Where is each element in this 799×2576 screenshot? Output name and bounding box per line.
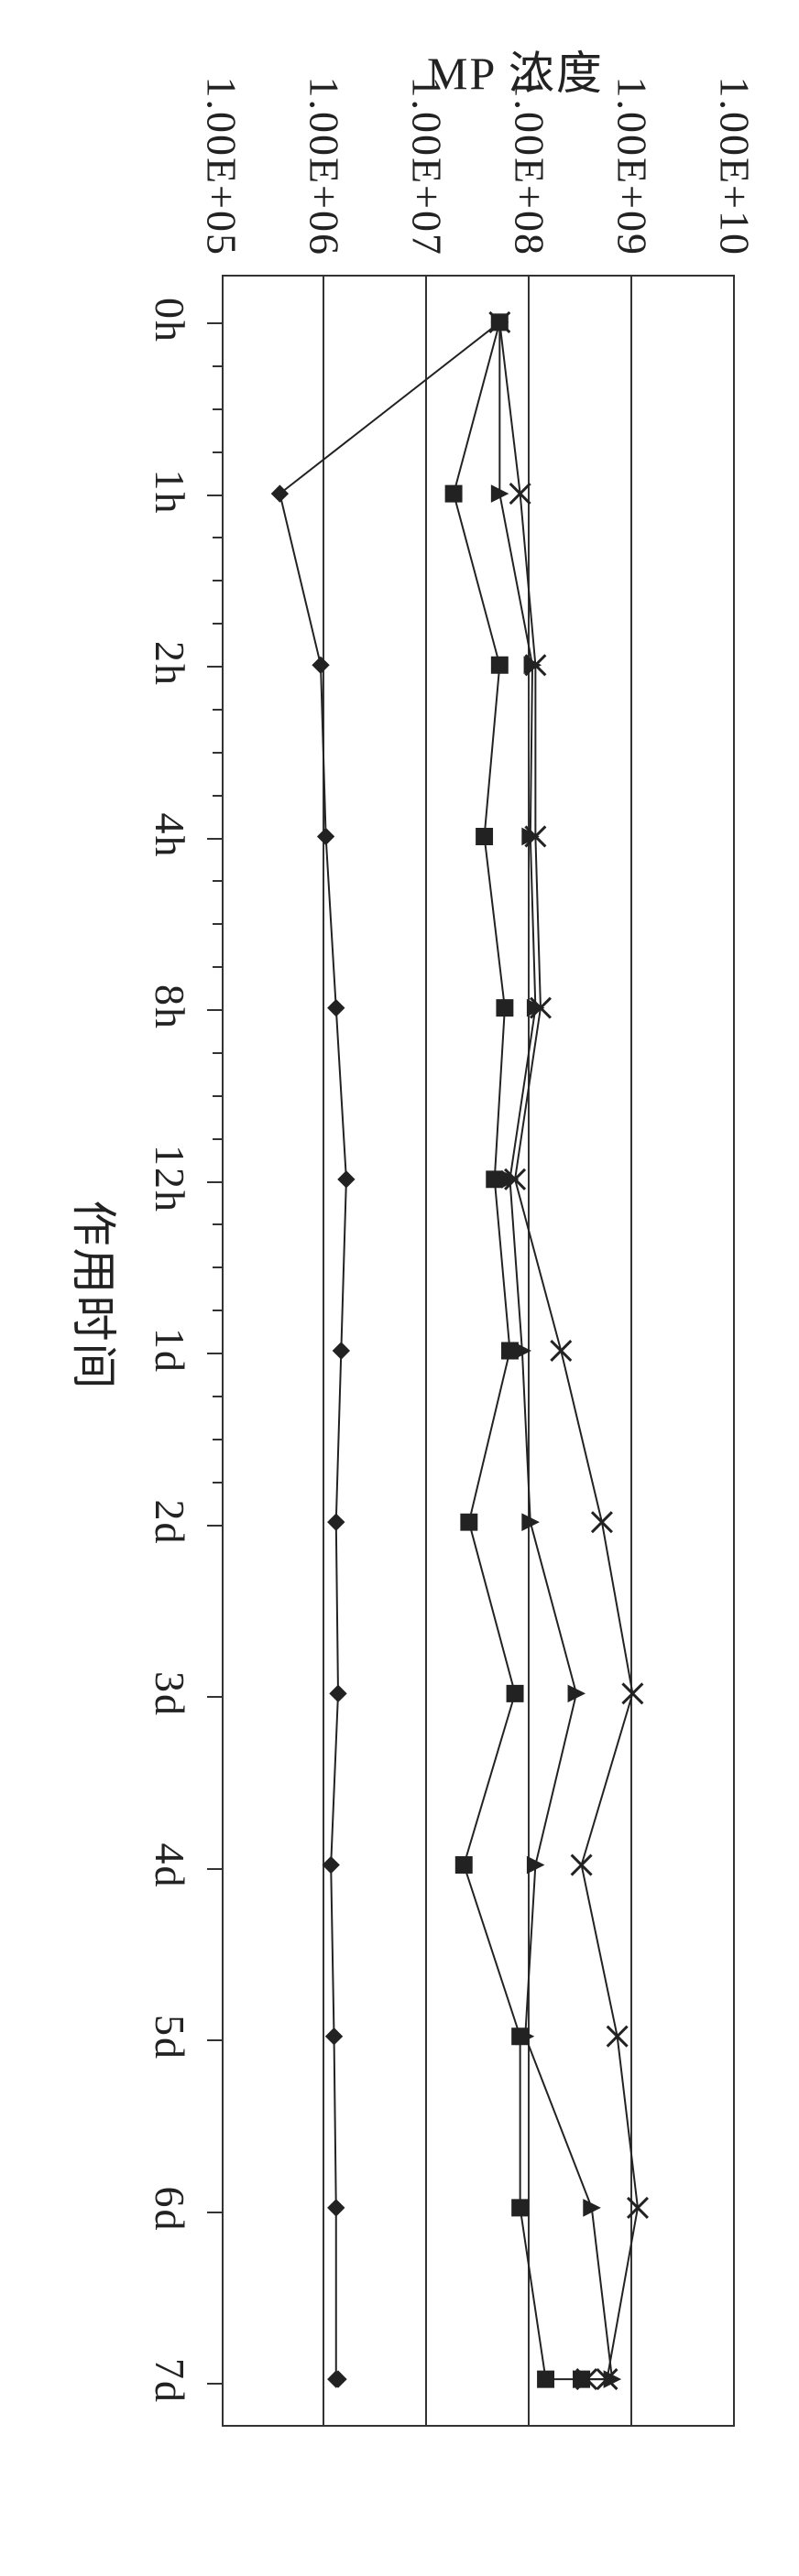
- y-tick-label: 1.00E+09: [608, 18, 657, 256]
- x-tick: [207, 666, 224, 668]
- x-tick: [207, 1009, 224, 1011]
- series-square-marker: [476, 828, 493, 844]
- x-tick: [207, 1353, 224, 1354]
- series-triangle-marker: [568, 1685, 585, 1701]
- x-minor-tick: [213, 1482, 224, 1484]
- series-x-marker: [592, 1512, 612, 1532]
- x-tick-label: 3d: [146, 1671, 194, 1717]
- x-minor-tick: [213, 365, 224, 367]
- series-diamond-marker: [338, 1171, 355, 1188]
- x-tick: [207, 2212, 224, 2213]
- series-x-marker: [622, 1683, 642, 1703]
- series-diamond-marker: [318, 828, 334, 844]
- x-tick: [207, 2383, 224, 2385]
- x-axis-title: 作用时间: [64, 1201, 130, 1391]
- series-diamond-marker: [330, 2371, 346, 2387]
- x-minor-tick: [213, 752, 224, 754]
- series-square-marker: [507, 1685, 523, 1701]
- series-diamond-marker: [330, 1685, 346, 1701]
- x-minor-tick: [213, 709, 224, 711]
- series-diamond-marker: [323, 1857, 339, 1874]
- x-tick: [207, 1181, 224, 1183]
- x-minor-tick: [213, 795, 224, 797]
- x-tick-label: 12h: [146, 1145, 194, 1213]
- y-axis-title: MP 浓度: [427, 37, 604, 103]
- series-diamond-marker: [328, 1514, 345, 1530]
- x-tick-label: 4d: [146, 1843, 194, 1889]
- x-tick: [207, 2039, 224, 2041]
- x-minor-tick: [213, 1310, 224, 1311]
- series-square-marker: [461, 1514, 477, 1530]
- series-diamond: [271, 314, 508, 2387]
- x-tick-label: 7d: [146, 2358, 194, 2404]
- y-tick-label: 1.00E+05: [198, 18, 246, 256]
- x-minor-tick: [213, 966, 224, 968]
- series-square-marker: [538, 2371, 554, 2387]
- x-tick: [207, 1525, 224, 1527]
- series-square-marker: [512, 2200, 529, 2216]
- series-svg: [224, 277, 735, 2425]
- x-minor-tick: [213, 923, 224, 925]
- x-minor-tick: [213, 408, 224, 410]
- x-minor-tick: [213, 580, 224, 582]
- x-tick: [207, 1868, 224, 1870]
- series-x-marker: [551, 1341, 571, 1361]
- y-tick-label: 1.00E+06: [301, 18, 349, 256]
- x-tick-label: 6d: [146, 2187, 194, 2233]
- series-diamond-marker: [271, 485, 288, 502]
- x-minor-tick: [213, 1266, 224, 1268]
- series-x-marker: [572, 1855, 592, 1875]
- x-minor-tick: [213, 451, 224, 453]
- x-tick-label: 2h: [146, 641, 194, 687]
- x-tick-label: 0h: [146, 298, 194, 343]
- x-tick-label: 1d: [146, 1328, 194, 1374]
- series-square-marker: [487, 1171, 503, 1188]
- x-tick-label: 8h: [146, 984, 194, 1030]
- x-tick-label: 2d: [146, 1500, 194, 1546]
- x-tick-label: 4h: [146, 813, 194, 859]
- series-diamond-marker: [326, 2028, 343, 2045]
- x-minor-tick: [213, 1223, 224, 1225]
- x-minor-tick: [213, 1439, 224, 1440]
- y-tick-label: 1.00E+10: [711, 18, 760, 256]
- x-tick-label: 5d: [146, 2015, 194, 2060]
- series-diamond-marker: [333, 1342, 349, 1359]
- x-tick: [207, 495, 224, 496]
- x-tick-label: 1h: [146, 470, 194, 516]
- x-minor-tick: [213, 1138, 224, 1140]
- x-minor-tick: [213, 537, 224, 538]
- x-minor-tick: [213, 880, 224, 882]
- series-diamond-marker: [312, 657, 329, 673]
- x-tick: [207, 838, 224, 840]
- chart-viewport: 1.00E+051.00E+061.00E+071.00E+081.00E+09…: [0, 0, 799, 2576]
- series-diamond-marker: [328, 2200, 345, 2216]
- x-minor-tick: [213, 623, 224, 625]
- x-tick: [207, 322, 224, 324]
- series-square-marker: [491, 657, 508, 673]
- x-minor-tick: [213, 1095, 224, 1097]
- series-diamond-marker: [328, 1000, 345, 1016]
- rotated-chart: 1.00E+051.00E+061.00E+071.00E+081.00E+09…: [0, 0, 799, 2576]
- series-square-marker: [445, 485, 462, 502]
- plot-area: [222, 275, 735, 2427]
- x-tick: [207, 1696, 224, 1698]
- series-square-marker: [455, 1857, 472, 1874]
- x-minor-tick: [213, 1396, 224, 1397]
- x-minor-tick: [213, 1052, 224, 1054]
- series-square-marker: [497, 1000, 513, 1016]
- series-diamond-line: [279, 322, 499, 2379]
